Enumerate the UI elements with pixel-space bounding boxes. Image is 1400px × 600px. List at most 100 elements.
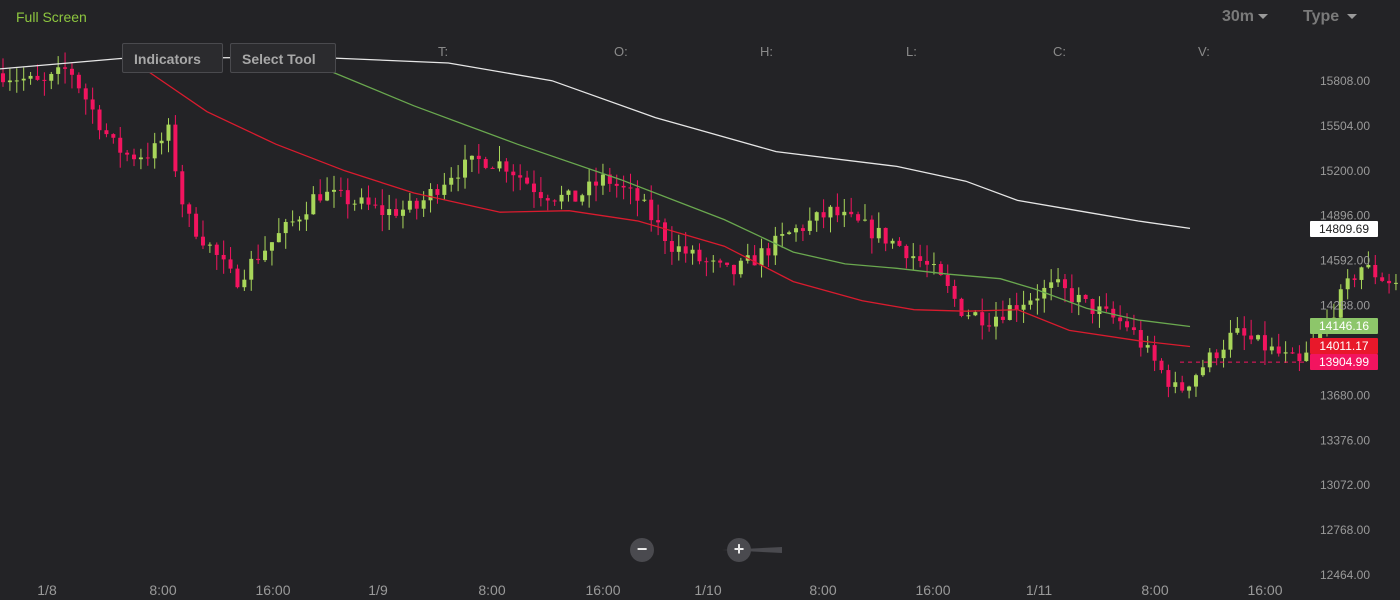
candle xyxy=(994,301,998,340)
candle-body xyxy=(531,183,536,193)
candle xyxy=(338,177,343,197)
candle xyxy=(249,250,254,291)
candle xyxy=(49,71,54,90)
candle-body xyxy=(1214,352,1219,359)
candle xyxy=(718,258,723,268)
candle xyxy=(828,205,833,233)
candle-body xyxy=(28,75,33,79)
candle-body xyxy=(794,228,799,233)
candle xyxy=(642,193,647,203)
candle xyxy=(83,83,88,115)
candle-body xyxy=(283,221,288,234)
candle-body xyxy=(511,171,516,176)
indicators-button[interactable]: Indicators xyxy=(122,43,223,73)
candle xyxy=(1242,316,1247,351)
candle xyxy=(456,165,461,192)
candle-body xyxy=(387,209,392,216)
candle xyxy=(449,167,454,192)
candle xyxy=(283,218,288,249)
candle xyxy=(435,184,440,204)
candle xyxy=(290,210,295,227)
candle-body xyxy=(559,194,564,202)
candle xyxy=(573,190,578,202)
candle xyxy=(745,243,750,264)
candle xyxy=(125,150,130,162)
ma-fast-line xyxy=(146,69,1191,348)
candle-body xyxy=(159,140,164,144)
candle-body xyxy=(766,248,771,256)
candle xyxy=(669,226,674,265)
candle xyxy=(1256,334,1261,342)
candle xyxy=(207,242,212,253)
candle xyxy=(490,166,495,169)
candle-body xyxy=(1387,280,1392,284)
full-screen-button[interactable]: Full Screen xyxy=(16,9,87,25)
candle-body xyxy=(1007,305,1012,320)
y-tick-label: 13376.00 xyxy=(1320,433,1370,447)
candle-body xyxy=(911,256,916,259)
candle xyxy=(1056,268,1061,287)
candle-body xyxy=(1062,279,1067,289)
candle-body xyxy=(1290,352,1295,354)
select-tool-button[interactable]: Select Tool xyxy=(230,43,336,73)
candle xyxy=(731,264,736,286)
candle-body xyxy=(1187,386,1192,391)
zoom-out-button[interactable]: − xyxy=(630,538,654,562)
candle-body xyxy=(325,191,330,201)
candle-body xyxy=(1207,352,1212,368)
x-tick-label: 1/10 xyxy=(694,582,721,598)
candle-body xyxy=(628,187,633,189)
candle-body xyxy=(656,220,661,223)
candle-body xyxy=(1393,282,1398,284)
candle-body xyxy=(1097,306,1102,314)
candle xyxy=(545,194,550,211)
candle xyxy=(1138,320,1143,357)
y-tick-label: 14592.00 xyxy=(1320,254,1370,268)
price-badge-label: 13904.99 xyxy=(1319,355,1369,369)
interval-dropdown[interactable]: 30m xyxy=(1222,8,1269,26)
candle-body xyxy=(1042,287,1047,299)
interval-label: 30m xyxy=(1222,8,1255,25)
candle-body xyxy=(249,258,254,280)
candle xyxy=(1062,273,1067,303)
zoom-slider[interactable] xyxy=(660,547,782,553)
candle-body xyxy=(276,233,281,243)
candle xyxy=(166,118,171,153)
candle xyxy=(1187,385,1192,399)
candle xyxy=(683,232,688,263)
candle-body xyxy=(800,228,805,231)
candle-body xyxy=(497,161,502,169)
candle-body xyxy=(1366,265,1371,268)
candle xyxy=(1193,373,1198,397)
moving-averages-group xyxy=(0,56,1191,348)
candle xyxy=(111,133,116,144)
candle-body xyxy=(366,197,371,205)
candle xyxy=(1159,358,1164,374)
candle xyxy=(276,218,281,243)
candle-body xyxy=(842,211,847,216)
candle xyxy=(1207,348,1212,373)
price-badge: 13904.99 xyxy=(1310,354,1378,370)
candle xyxy=(566,189,571,202)
candle-body xyxy=(1069,288,1074,303)
chart-type-dropdown[interactable]: Type xyxy=(1303,8,1358,26)
candle xyxy=(194,207,199,240)
candle-body xyxy=(1283,352,1288,354)
candle xyxy=(352,199,357,211)
candle-body xyxy=(1056,279,1061,283)
y-tick-label: 14896.00 xyxy=(1320,209,1370,223)
candle xyxy=(345,178,350,219)
candle-body xyxy=(663,222,667,242)
candle-body xyxy=(925,260,930,265)
candle-body xyxy=(214,244,219,255)
zoom-in-button[interactable]: + xyxy=(727,538,751,562)
candle-body xyxy=(1035,298,1040,301)
candle xyxy=(1131,314,1136,335)
candle-body xyxy=(242,279,247,288)
candle-body xyxy=(1021,304,1026,310)
candle xyxy=(1214,349,1219,366)
candle-body xyxy=(1262,335,1267,351)
candle xyxy=(497,145,502,172)
candle-body xyxy=(1083,294,1088,300)
